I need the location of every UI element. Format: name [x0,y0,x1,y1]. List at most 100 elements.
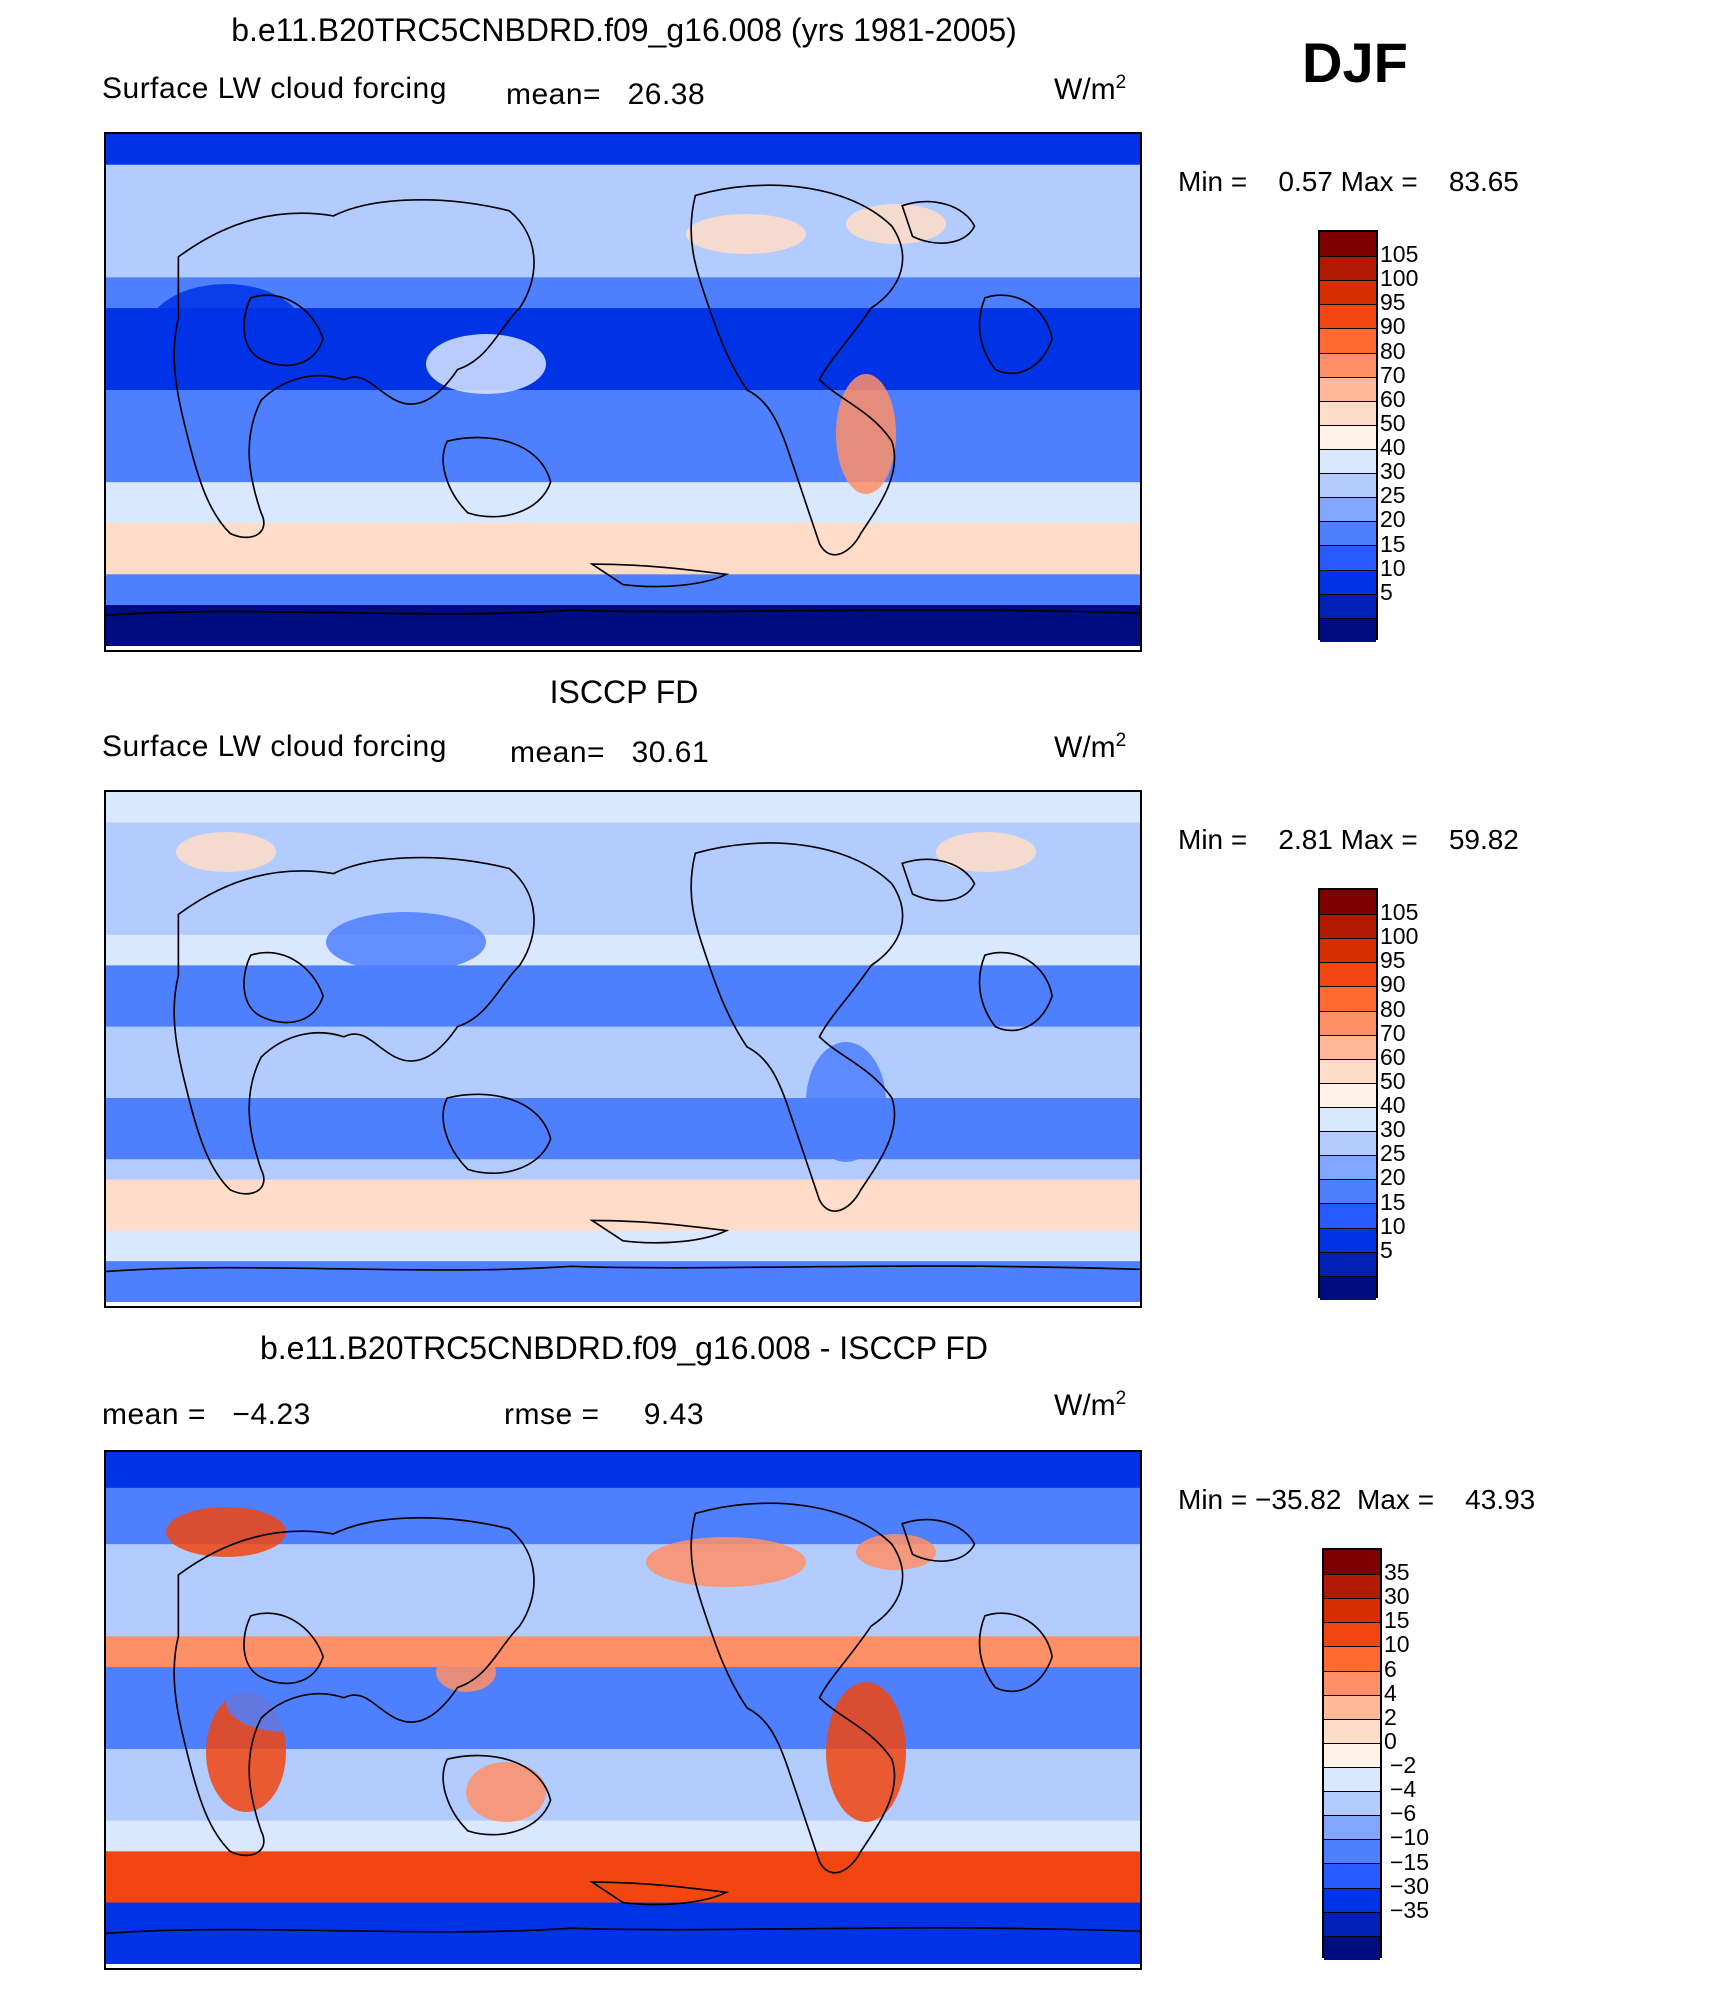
colorbar-swatch [1324,1670,1380,1695]
colorbar-swatch [1320,352,1376,377]
colorbar-swatch [1320,569,1376,594]
colorbar-label: 50 [1380,409,1406,436]
panel-2-max-value: 59.82 [1448,824,1519,855]
panel-3-units: W/m2 [1054,1388,1126,1423]
panel-1-minmax: Min = 0.57 Max = 83.65 [1178,166,1519,198]
colorbar-swatch [1320,1251,1376,1276]
colorbar-label: 25 [1380,482,1406,509]
panel-3-rmse-value: 9.43 [643,1398,705,1431]
colorbar-label: 105 [1380,241,1419,268]
panel-3-mean-value: −4.23 [232,1398,311,1431]
colorbar-label: 35 [1384,1559,1410,1586]
colorbar-swatch [1320,1203,1376,1228]
panel-3-min-label: Min = [1178,1484,1248,1515]
colorbar-swatch [1320,1010,1376,1035]
panel-1-units: W/m2 [1054,72,1126,107]
colorbar-label: −2 [1390,1752,1417,1779]
colorbar-label: −35 [1390,1896,1430,1923]
colorbar-label: 5 [1380,1236,1393,1263]
panel-2-min-value: 2.81 [1278,824,1333,855]
colorbar-swatch [1324,1550,1380,1575]
colorbar-swatch [1324,1718,1380,1743]
colorbar-swatch [1320,890,1376,915]
panel-1-units-exp: 2 [1115,72,1127,93]
panel-1-mean-label: mean= [506,78,602,111]
panel-2-units-base: W/m [1054,731,1116,764]
panel-2-minmax: Min = 2.81 Max = 59.82 [1178,824,1519,856]
panel-2-units-exp: 2 [1115,730,1127,751]
panel-3-max-label: Max = [1357,1484,1435,1515]
panel-3-units-exp: 2 [1115,1388,1127,1409]
panel-2-title: ISCCP FD [549,674,699,710]
colorbar-swatch [1320,448,1376,474]
panel-3-title: b.e11.B20TRC5CNBDRD.f09_g16.008 - ISCCP … [259,1330,989,1366]
colorbar-swatch [1324,1863,1380,1888]
colorbar-swatch [1320,473,1376,498]
colorbar-label: 30 [1380,458,1406,485]
colorbar-swatch [1320,1227,1376,1252]
season-label: DJF [1302,31,1408,94]
colorbar-label: 4 [1384,1679,1397,1706]
panel-1-title: b.e11.B20TRC5CNBDRD.f09_g16.008 (yrs 198… [231,12,1017,48]
panel-3-colorbar [1322,1548,1382,1960]
colorbar-label: 10 [1380,554,1406,581]
panel-1-map [104,132,1142,652]
colorbar-swatch [1324,1935,1380,1960]
panel-1-variable: Surface LW cloud forcing [102,72,447,105]
colorbar-label: 95 [1380,947,1406,974]
colorbar-swatch [1320,256,1376,281]
panel-2-min-label: Min = [1178,824,1248,855]
colorbar-label: 60 [1380,1043,1406,1070]
colorbar-swatch [1320,545,1376,570]
colorbar-swatch [1324,1911,1380,1936]
map-field [106,792,1140,1302]
colorbar-swatch [1320,328,1376,353]
panel-1-colorbar [1318,230,1378,642]
colorbar-label: 30 [1384,1583,1410,1610]
colorbar-swatch [1324,1574,1380,1599]
colorbar-label: 15 [1380,1188,1406,1215]
colorbar-label: 20 [1380,506,1406,533]
panel-2-units: W/m2 [1054,730,1126,765]
colorbar-label: 80 [1380,995,1406,1022]
colorbar-swatch [1320,497,1376,522]
colorbar-label: 10 [1384,1631,1410,1658]
panel-2-variable: Surface LW cloud forcing [102,730,447,763]
colorbar-label: 50 [1380,1067,1406,1094]
colorbar-label: 15 [1384,1607,1410,1634]
colorbar-label: 90 [1380,971,1406,998]
panel-1-units-base: W/m [1054,73,1116,106]
colorbar-label: −15 [1390,1848,1430,1875]
colorbar-swatch [1320,1275,1376,1300]
colorbar-label: −10 [1390,1824,1430,1851]
colorbar-swatch [1320,617,1376,642]
colorbar-swatch [1320,1058,1376,1083]
colorbar-label: 15 [1380,530,1406,557]
colorbar-swatch [1320,280,1376,305]
panel-3-map [104,1450,1142,1970]
colorbar-swatch [1324,1646,1380,1671]
panel-1-min-value: 0.57 [1278,166,1333,197]
panel-1-mean: mean= 26.38 [506,78,705,112]
panel-3-mean-label: mean = [102,1398,206,1431]
panel-1-mean-value: 26.38 [627,78,706,111]
colorbar-swatch [1324,1815,1380,1840]
colorbar-label: 30 [1380,1116,1406,1143]
colorbar-label: −6 [1390,1800,1417,1827]
colorbar-label: 2 [1384,1703,1397,1730]
colorbar-label: 70 [1380,1019,1406,1046]
colorbar-swatch [1320,593,1376,618]
panel-3-mean: mean = −4.23 [102,1398,311,1432]
colorbar-label: 60 [1380,385,1406,412]
colorbar-label: 70 [1380,361,1406,388]
colorbar-swatch [1324,1694,1380,1719]
colorbar-label: −30 [1390,1872,1430,1899]
panel-2-map [104,790,1142,1308]
colorbar-swatch [1320,1131,1376,1156]
panel-3-rmse: rmse = 9.43 [504,1398,704,1432]
colorbar-swatch [1320,232,1376,257]
colorbar-swatch [1324,1742,1380,1767]
colorbar-label: 95 [1380,289,1406,316]
colorbar-swatch [1324,1598,1380,1623]
panel-3-max-value: 43.93 [1465,1484,1536,1515]
